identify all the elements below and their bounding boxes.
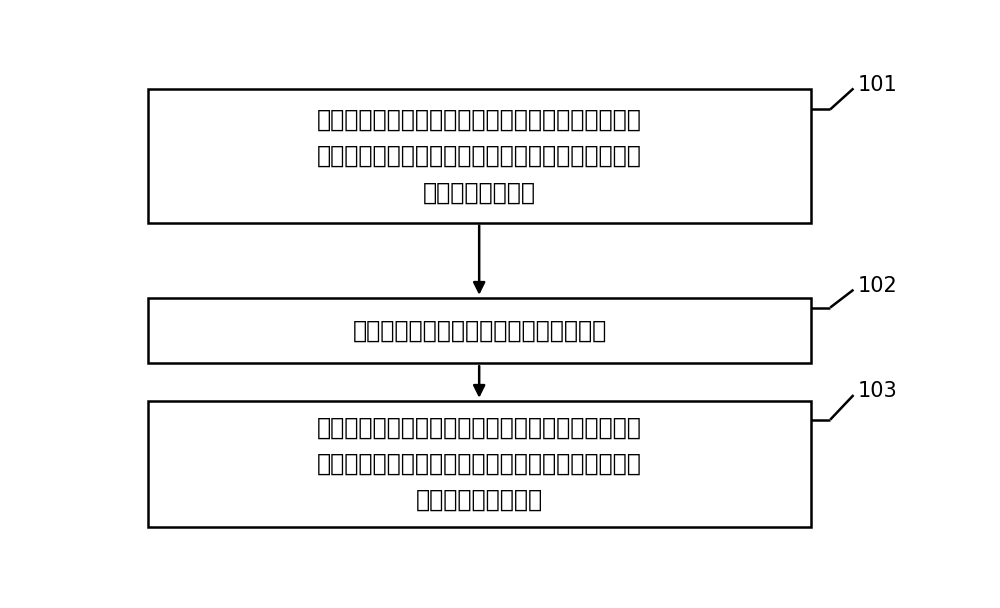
Text: 确定所有轴的随机载荷数据的目标损伤值: 确定所有轴的随机载荷数据的目标损伤值: [352, 319, 607, 342]
Text: 获取目标对象的多个轴的随机载荷数据，该随机载荷
数据为实际测量目标对象得到的载荷数据，多个轴中
每两个轴相互垂直: 获取目标对象的多个轴的随机载荷数据，该随机载荷 数据为实际测量目标对象得到的载荷…: [317, 108, 642, 204]
FancyBboxPatch shape: [148, 89, 811, 223]
Text: 103: 103: [857, 381, 897, 401]
FancyBboxPatch shape: [148, 298, 811, 363]
FancyBboxPatch shape: [148, 401, 811, 527]
Text: 102: 102: [857, 276, 897, 296]
Text: 101: 101: [857, 75, 897, 95]
Text: 基于确定出的基准损伤值与目标损伤值，确定目标对
象的疲劳载荷谱，该基准损伤值为与目标对象同类型
的标准对象的损伤值: 基于确定出的基准损伤值与目标损伤值，确定目标对 象的疲劳载荷谱，该基准损伤值为与…: [317, 415, 642, 512]
